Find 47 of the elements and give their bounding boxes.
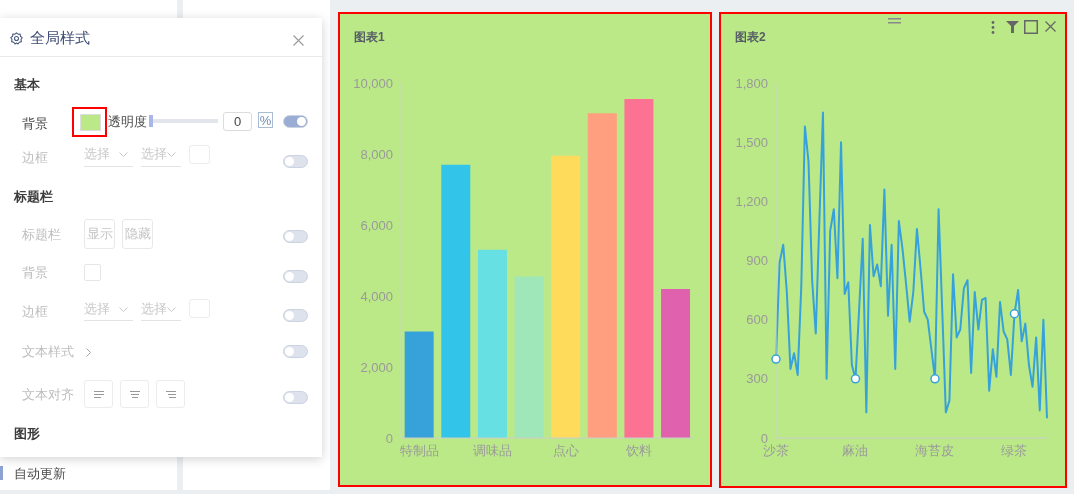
bar — [477, 249, 507, 438]
y-tick-label: 0 — [760, 430, 768, 446]
text: 边框 — [22, 304, 48, 320]
y-tick-label: 1,500 — [735, 134, 768, 150]
y-tick-label: 0 — [385, 430, 393, 446]
text: 透明度 — [108, 114, 147, 130]
y-tick-label: 2,000 — [360, 359, 393, 375]
text: 标题栏 — [14, 189, 53, 205]
bar — [441, 164, 471, 438]
text: 显示 — [84, 219, 115, 249]
x-tick-label: 绿茶 — [1001, 443, 1028, 459]
text: 自动更新 — [14, 466, 66, 482]
bar — [624, 98, 654, 438]
x-tick-label: 麻油 — [842, 443, 869, 459]
bar — [551, 155, 581, 438]
text: 文本对齐 — [22, 387, 74, 403]
y-tick-label: 10,000 — [353, 75, 393, 91]
x-tick-label: 点心 — [552, 443, 579, 459]
text: 边框 — [22, 150, 48, 166]
x-tick-label: 饮料 — [625, 443, 653, 459]
text: 背景 — [22, 265, 48, 281]
x-tick-label: 特制品 — [399, 443, 439, 459]
y-tick-label: 1,800 — [735, 75, 768, 91]
text: 标题栏 — [22, 227, 61, 243]
text: 图形 — [14, 426, 40, 442]
y-tick-label: 300 — [746, 371, 768, 387]
text: 基本 — [14, 77, 40, 93]
text: 背景 — [22, 116, 48, 132]
y-tick-label: 1,200 — [735, 193, 768, 209]
bar — [514, 276, 544, 438]
text: 文本样式 — [22, 344, 74, 360]
y-tick-label: 900 — [746, 253, 768, 269]
bar — [587, 113, 617, 438]
y-tick-label: 8,000 — [360, 146, 393, 162]
x-tick-label: 海苔皮 — [915, 443, 955, 459]
y-tick-label: 600 — [746, 312, 768, 328]
x-tick-label: 调味品 — [473, 443, 513, 459]
chart-title: 图表1 — [354, 30, 385, 44]
x-tick-label: 沙茶 — [763, 443, 789, 459]
text: 0 — [223, 112, 252, 131]
y-tick-label: 6,000 — [360, 217, 393, 233]
chart-title: 图表2 — [735, 30, 766, 44]
bar — [661, 288, 691, 438]
bar — [404, 331, 434, 438]
y-tick-label: 4,000 — [360, 288, 393, 304]
text: 全局样式 — [30, 29, 90, 47]
text: % — [258, 112, 273, 128]
